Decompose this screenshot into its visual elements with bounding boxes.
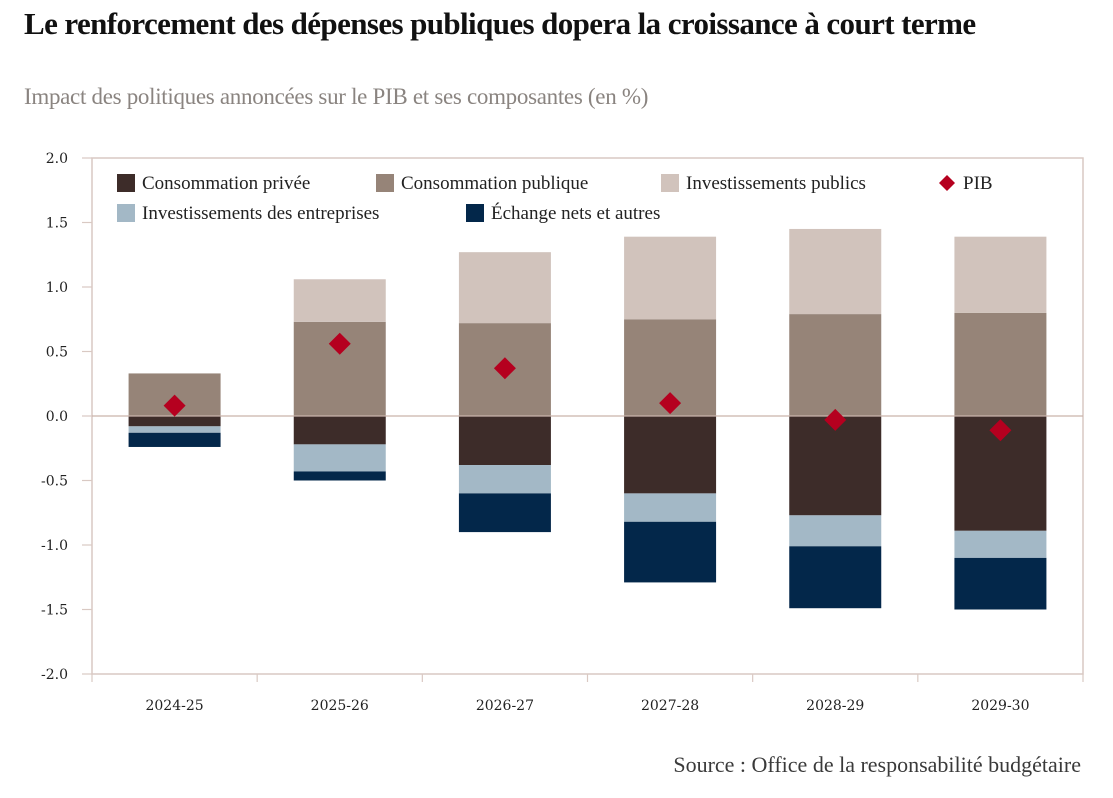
bar-segment-investissements-publics (624, 236, 717, 320)
bar-segment-investissements-entreprises (624, 493, 717, 522)
bar-segment-consommation-privee (458, 416, 551, 466)
bar-segment-investissements-publics (954, 236, 1047, 313)
y-tick-label: 1.0 (46, 280, 68, 296)
bar-segment-echange-nets (954, 557, 1047, 610)
bars (128, 228, 1047, 610)
legend-swatch-consommation-privee (117, 174, 135, 192)
x-tick-label: 2029-30 (971, 698, 1029, 714)
bar-segment-investissements-publics (293, 279, 386, 322)
y-tick-label: -2.0 (41, 667, 68, 683)
chart-subtitle: Impact des politiques annoncées sur le P… (24, 84, 649, 109)
bar-segment-consommation-privee (789, 416, 882, 516)
bar-segment-investissements-publics (789, 228, 882, 315)
y-axis: 2.0 1.5 1.0 0.5 0.0 -0.5 -1.0 -1.5 -2.0 (41, 151, 92, 683)
y-tick-label: 1.5 (46, 216, 68, 232)
y-tick-label: 0.0 (46, 409, 68, 425)
x-tick-label: 2024-25 (145, 698, 203, 714)
legend-swatch-consommation-publique (376, 174, 394, 192)
y-tick-label: 2.0 (46, 151, 68, 167)
y-tick-label: -1.0 (41, 538, 68, 554)
pib-marker (163, 394, 186, 417)
x-tick-label: 2025-26 (311, 698, 369, 714)
pib-marker (493, 357, 516, 380)
bar-segment-investissements-entreprises (789, 515, 882, 547)
pib-marker (328, 332, 351, 355)
x-tick-label: 2026-27 (476, 698, 534, 714)
bar-segment-echange-nets (293, 471, 386, 481)
legend-label-pib: PIB (963, 173, 993, 194)
legend-swatch-investissements-entreprises (117, 204, 135, 222)
pib-marker (824, 408, 847, 431)
chart-title: Le renforcement des dépenses publiques d… (24, 6, 976, 41)
x-tick-label: 2028-29 (806, 698, 864, 714)
source-note: Source : Office de la responsabilité bud… (673, 752, 1081, 777)
pib-markers (163, 332, 1012, 442)
legend-label-investissements-entreprises: Investissements des entreprises (142, 203, 379, 224)
bar-segment-consommation-privee (624, 416, 717, 494)
bar-segment-investissements-entreprises (954, 530, 1047, 558)
legend-label-echange-nets: Échange nets et autres (491, 202, 660, 224)
bar-segment-investissements-entreprises (293, 444, 386, 472)
y-tick-label: -1.5 (41, 603, 68, 619)
bar-segment-echange-nets (624, 521, 717, 583)
pib-marker (659, 392, 682, 415)
legend-label-investissements-publics: Investissements publics (686, 173, 866, 194)
legend-label-consommation-privee: Consommation privée (142, 173, 310, 194)
legend-label-consommation-publique: Consommation publique (401, 173, 588, 194)
bar-segment-investissements-publics (458, 252, 551, 324)
y-tick-label: 0.5 (46, 345, 68, 361)
pib-marker (989, 419, 1012, 442)
x-axis: 2024-25 2025-26 2026-27 2027-28 2028-29 2029-… (91, 674, 1084, 714)
bar-segment-consommation-privee (128, 416, 221, 427)
y-tick-label: -0.5 (41, 474, 68, 490)
bar-segment-echange-nets (458, 493, 551, 533)
legend-swatch-investissements-publics (661, 174, 679, 192)
bar-segment-echange-nets (128, 432, 221, 447)
bar-segment-consommation-publique (789, 314, 882, 416)
bar-segment-investissements-entreprises (458, 465, 551, 494)
legend-swatch-echange-nets (466, 204, 484, 222)
bar-segment-investissements-entreprises (128, 426, 221, 433)
legend: Consommation privée Consommation publique… (117, 173, 993, 224)
bar-segment-echange-nets (789, 546, 882, 609)
legend-swatch-pib (939, 175, 955, 191)
x-tick-label: 2027-28 (641, 698, 699, 714)
bar-segment-consommation-publique (954, 312, 1047, 416)
bar-segment-consommation-privee (293, 416, 386, 445)
